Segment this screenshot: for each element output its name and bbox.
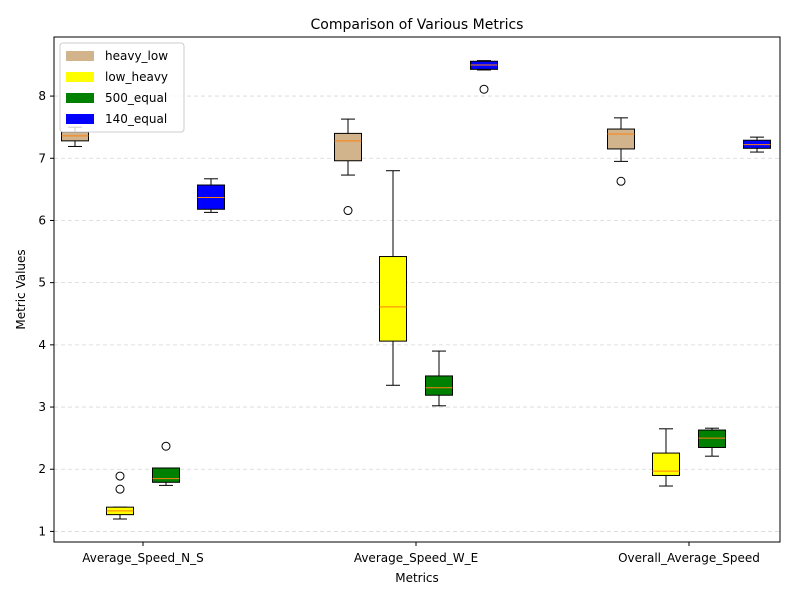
outlier-point — [161, 441, 171, 451]
box-iqr — [698, 429, 726, 448]
x-tick-label: Average_Speed_N_S — [82, 551, 204, 565]
y-tick-label: 4 — [38, 338, 46, 352]
box-series — [61, 60, 771, 520]
box-140_equal — [743, 136, 771, 153]
y-tick-label: 7 — [38, 151, 46, 165]
legend-swatch — [66, 114, 94, 124]
y-tick-label: 5 — [38, 276, 46, 290]
box-500_equal — [425, 350, 453, 407]
axis-ticks: 1 2 3 4 5 6 7 8 Average_Speed_N_S Average_Speed_W… — [38, 89, 760, 565]
y-tick-label: 1 — [38, 524, 46, 538]
box-iqr — [152, 467, 180, 483]
box-low_heavy — [106, 471, 134, 520]
legend-label: 500_equal — [105, 91, 167, 105]
y-tick-label: 6 — [38, 213, 46, 227]
box-heavy_low — [607, 117, 635, 186]
box-iqr — [334, 132, 362, 162]
outlier-point — [479, 84, 489, 94]
box-iqr — [61, 131, 89, 142]
y-tick-label: 3 — [38, 400, 46, 414]
y-tick-label: 8 — [38, 89, 46, 103]
legend-label: 140_equal — [105, 112, 167, 126]
box-low_heavy — [379, 170, 407, 386]
outlier-point — [616, 176, 626, 186]
x-tick-label: Average_Speed_W_E — [354, 551, 478, 565]
x-tick-label: Overall_Average_Speed — [618, 551, 760, 565]
legend-label: heavy_low — [105, 49, 168, 63]
y-axis-title: Metric Values — [14, 249, 28, 329]
box-iqr — [652, 452, 680, 476]
box-low_heavy — [652, 428, 680, 487]
x-axis-title: Metrics — [395, 571, 439, 585]
chart-title: Comparison of Various Metrics — [311, 17, 524, 33]
outlier-point — [115, 471, 125, 481]
box-heavy_low — [334, 118, 362, 216]
box-iqr — [607, 128, 635, 150]
box-iqr — [425, 375, 453, 396]
legend-label: low_heavy — [105, 70, 168, 84]
plot-area-frame — [53, 36, 781, 543]
legend-swatch — [66, 51, 94, 61]
box-500_equal — [698, 427, 726, 457]
legend: heavy_low low_heavy 500_equal 140_equal — [59, 42, 185, 133]
legend-frame — [59, 42, 185, 133]
legend-swatch — [66, 72, 94, 82]
box-iqr — [379, 256, 407, 342]
y-tick-label: 2 — [38, 462, 46, 476]
box-140_equal — [197, 178, 225, 213]
outlier-point — [115, 484, 125, 494]
box-140_equal — [470, 60, 498, 94]
box-500_equal — [152, 441, 180, 486]
outlier-point — [343, 206, 353, 216]
legend-swatch — [66, 93, 94, 103]
